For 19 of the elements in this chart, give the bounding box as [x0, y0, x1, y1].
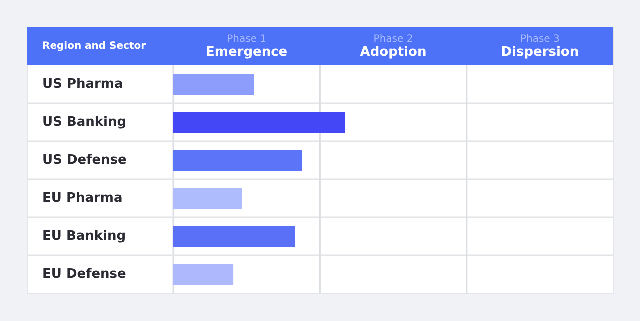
y-axis-title: Region and Sector	[42, 41, 146, 52]
bar	[174, 150, 302, 171]
text: Phase 1	[227, 34, 267, 45]
y-tick-label: EU Pharma	[42, 191, 123, 206]
text: Phase 3	[520, 34, 560, 45]
y-tick-label: US Pharma	[42, 77, 124, 92]
bar	[174, 264, 234, 285]
y-tick-label: EU Defense	[42, 267, 127, 282]
bar	[174, 226, 296, 247]
y-tick-label: US Banking	[42, 115, 127, 130]
bar	[174, 188, 242, 209]
bar	[174, 112, 346, 133]
y-tick-label: US Defense	[42, 153, 128, 168]
text: Dispersion	[501, 45, 580, 60]
text: Emergence	[206, 45, 288, 60]
y-tick-label: EU Banking	[42, 229, 126, 244]
bar	[174, 74, 254, 95]
text: Adoption	[360, 45, 427, 60]
text: Phase 2	[374, 34, 414, 45]
